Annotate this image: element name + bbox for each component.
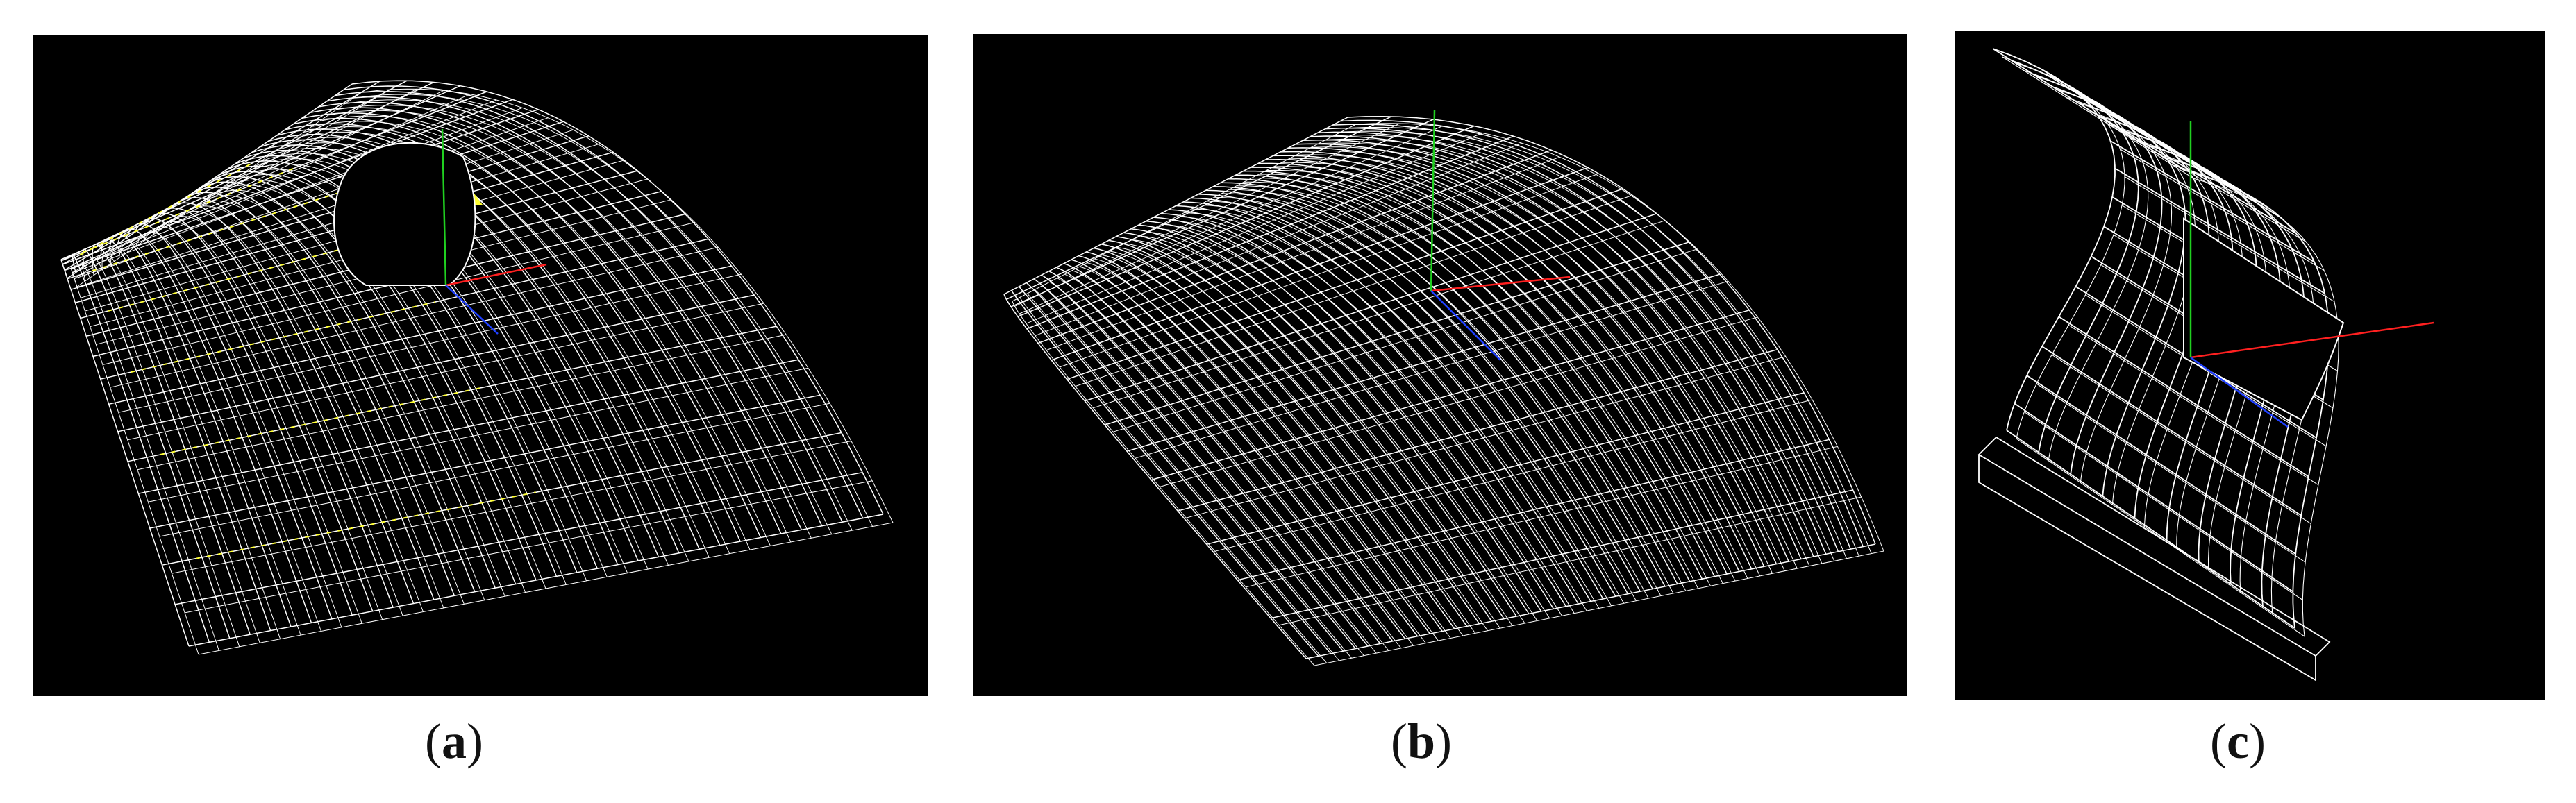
z-axis-line: [445, 285, 499, 335]
coordinate-axes-c: [2189, 121, 2434, 428]
caption-a: (a): [425, 713, 483, 769]
tunnel-mesh-full-arch: [1003, 110, 1884, 666]
z-axis-line: [1430, 290, 1501, 361]
z-axis-line: [2190, 356, 2289, 428]
y-axis-line: [1430, 110, 1436, 291]
tunnel-mesh-with-opening: [60, 80, 894, 655]
coordinate-axes-a: [441, 128, 547, 335]
tunnel-a-mesh: [60, 80, 894, 655]
y-axis-line: [441, 128, 447, 286]
coordinate-axes-b: [1430, 110, 1571, 361]
segment-opening: [2183, 217, 2345, 421]
wireframe-panel-c: [1955, 31, 2545, 700]
tunnel-mesh-segment: [1977, 48, 2434, 682]
tunnel-b-mesh: [1003, 115, 1884, 666]
tunnel-c-mesh: [1977, 48, 2339, 682]
x-axis-line: [2190, 321, 2434, 359]
caption-b: (b): [1391, 713, 1453, 769]
wireframe-panel-b: [973, 34, 1907, 696]
x-axis-line: [445, 263, 547, 287]
tunnel-opening: [333, 142, 476, 286]
wireframe-panel-a: [33, 35, 928, 696]
x-axis-line: [1430, 276, 1571, 292]
caption-c: (c): [2210, 713, 2266, 769]
